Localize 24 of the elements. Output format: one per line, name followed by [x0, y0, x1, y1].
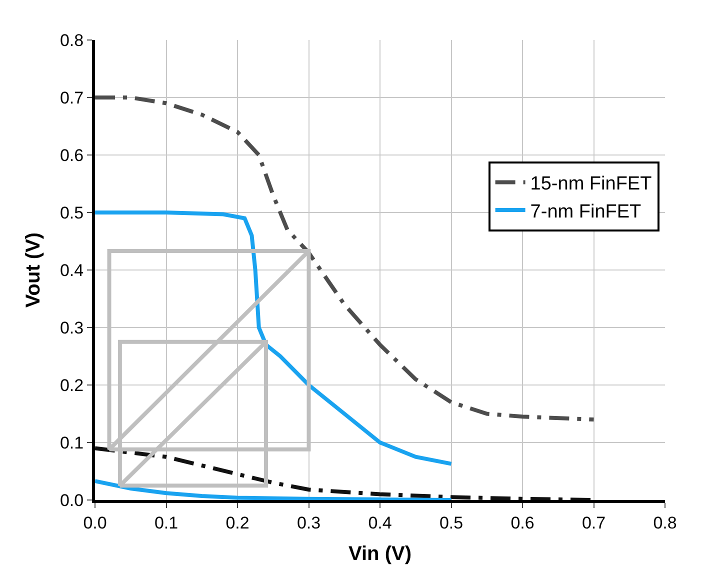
y-tick-label: 0.7 [60, 88, 84, 108]
legend-label: 15-nm FinFET [530, 174, 652, 195]
y-tick-label: 0.8 [60, 30, 84, 50]
x-axis-title: Vin (V) [348, 542, 412, 565]
x-tick-label: 0.0 [83, 513, 107, 532]
y-tick-label: 0.6 [60, 146, 84, 165]
y-axis-title: Vout (V) [22, 232, 44, 308]
y-tick-label: 0.5 [60, 203, 84, 222]
x-tick-label: 0.4 [368, 513, 392, 532]
line-series [95, 210, 454, 466]
x-tick-label: 0.8 [653, 513, 677, 532]
legend-label: 7-nm FinFET [530, 201, 642, 222]
x-tick-label: 0.6 [510, 513, 534, 532]
x-tick-label: 0.3 [296, 513, 321, 532]
y-tick-label: 0.3 [60, 318, 84, 338]
line-series [95, 479, 454, 500]
y-tick-label: 0.4 [60, 260, 84, 280]
x-tick-label: 0.7 [582, 513, 606, 532]
x-tick-label: 0.1 [154, 513, 178, 532]
x-tick-label: 0.2 [226, 513, 250, 532]
x-tick-label: 0.5 [439, 513, 464, 532]
y-tick-label: 0.0 [60, 490, 84, 510]
y-tick-label: 0.1 [60, 433, 84, 452]
y-tick-label: 0.2 [60, 376, 84, 395]
